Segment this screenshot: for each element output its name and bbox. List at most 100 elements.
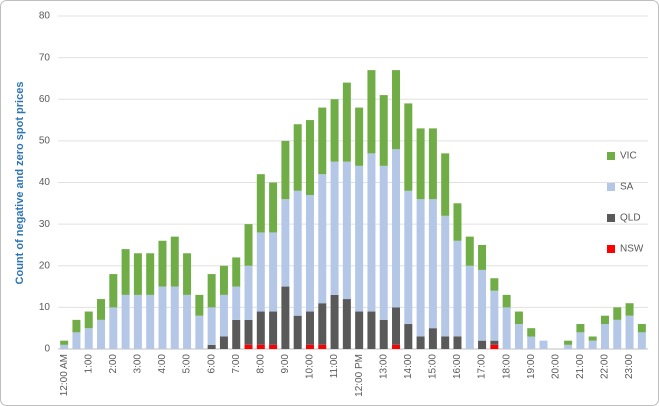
bar-segment (293, 315, 302, 349)
bar-segment (428, 128, 437, 200)
x-tick-label: 13:00 (378, 354, 389, 379)
bar-segment (576, 324, 585, 333)
y-tick-label: 80 (39, 11, 51, 22)
bar-segment (502, 294, 511, 308)
bar-segment (588, 336, 597, 341)
bar-segment (625, 315, 634, 349)
bar-segment (318, 174, 327, 304)
bar-segment (97, 319, 106, 349)
bar-segment (133, 294, 142, 349)
bar-segment (330, 294, 339, 349)
bar-segment (379, 165, 388, 320)
legend-marker (607, 183, 615, 191)
bar-segment (318, 303, 327, 345)
bar-segment (441, 336, 450, 349)
y-axis-label: Count of negative and zero spot prices (14, 82, 26, 285)
x-tick-label: 6:00 (206, 354, 217, 374)
bar-segment (195, 294, 204, 316)
bar-segment (256, 311, 265, 345)
legend-marker (607, 245, 615, 253)
bar-segment (355, 311, 364, 349)
bar-segment (502, 307, 511, 349)
bar-segment (453, 336, 462, 349)
bar-segment (637, 324, 646, 333)
bar-segment (613, 319, 622, 349)
bar-segment (367, 70, 376, 154)
bar-segment (195, 315, 204, 349)
legend-label: NSW (620, 244, 644, 255)
y-tick-label: 20 (39, 260, 51, 271)
bar-segment (293, 190, 302, 316)
bar-segment (453, 240, 462, 337)
bar-segment (97, 299, 106, 320)
bar-segment (244, 224, 253, 266)
bar-segment (441, 215, 450, 337)
legend-label: QLD (620, 213, 641, 224)
bar-segment (490, 344, 499, 349)
bar-segment (183, 253, 192, 295)
x-tick-label: 21:00 (575, 354, 586, 379)
bar-segment (490, 278, 499, 291)
bar-segment (355, 165, 364, 312)
x-tick-label: 10:00 (305, 354, 316, 379)
bar-segment (305, 344, 314, 349)
bar-segment (318, 344, 327, 349)
bar-segment (379, 319, 388, 349)
bar-segment (478, 340, 487, 349)
bar-segment (121, 294, 130, 349)
bar-segment (72, 332, 81, 349)
x-tick-label: 22:00 (600, 354, 611, 379)
bar-segment (588, 340, 597, 349)
bar-segment (453, 203, 462, 241)
bar-segment (576, 332, 585, 349)
x-tick-label: 8:00 (255, 354, 266, 374)
x-tick-label: 19:00 (526, 354, 537, 379)
x-tick-label: 17:00 (477, 354, 488, 379)
x-tick-label: 12:00 AM (59, 354, 70, 396)
bar-segment (244, 344, 253, 349)
bar-segment (281, 199, 290, 287)
bar-segment (416, 336, 425, 349)
bar-segment (428, 328, 437, 349)
x-tick-label: 14:00 (403, 354, 414, 379)
bar-segment (527, 328, 536, 337)
bar-segment (318, 107, 327, 175)
bar-segment (109, 307, 118, 349)
y-tick-label: 10 (39, 302, 51, 313)
bar-segment (478, 269, 487, 341)
bar-segment (342, 161, 351, 300)
bar-segment (404, 103, 413, 191)
bar-segment (514, 324, 523, 349)
x-tick-label: 3:00 (133, 354, 144, 374)
bar-segment (256, 174, 265, 233)
bar-segment (527, 336, 536, 349)
bar-segment (244, 319, 253, 345)
bar-segment (625, 303, 634, 316)
bar-segment (441, 153, 450, 216)
bar-segment (490, 340, 499, 345)
bar-segment (379, 95, 388, 166)
bar-segment (84, 311, 93, 329)
bar-segment (539, 340, 548, 349)
bar-segment (170, 286, 179, 349)
bar-segment (428, 199, 437, 329)
x-tick-label: 7:00 (231, 354, 242, 374)
bar-segment (305, 120, 314, 195)
legend-label: VIC (620, 151, 637, 162)
bar-segment (219, 294, 228, 337)
x-tick-label: 12:00 PM (354, 354, 365, 397)
legend-marker (607, 152, 615, 160)
bar-segment (84, 328, 93, 349)
y-tick-label: 0 (44, 344, 50, 355)
bar-segment (269, 182, 278, 233)
x-tick-label: 20:00 (550, 354, 561, 379)
bar-segment (392, 70, 401, 150)
x-tick-label: 18:00 (501, 354, 512, 379)
bar-segment (232, 257, 241, 287)
bar-segment (244, 265, 253, 320)
bar-segment (146, 253, 155, 295)
bar-segment (183, 294, 192, 349)
y-tick-label: 50 (39, 136, 51, 147)
bar-segment (170, 236, 179, 287)
